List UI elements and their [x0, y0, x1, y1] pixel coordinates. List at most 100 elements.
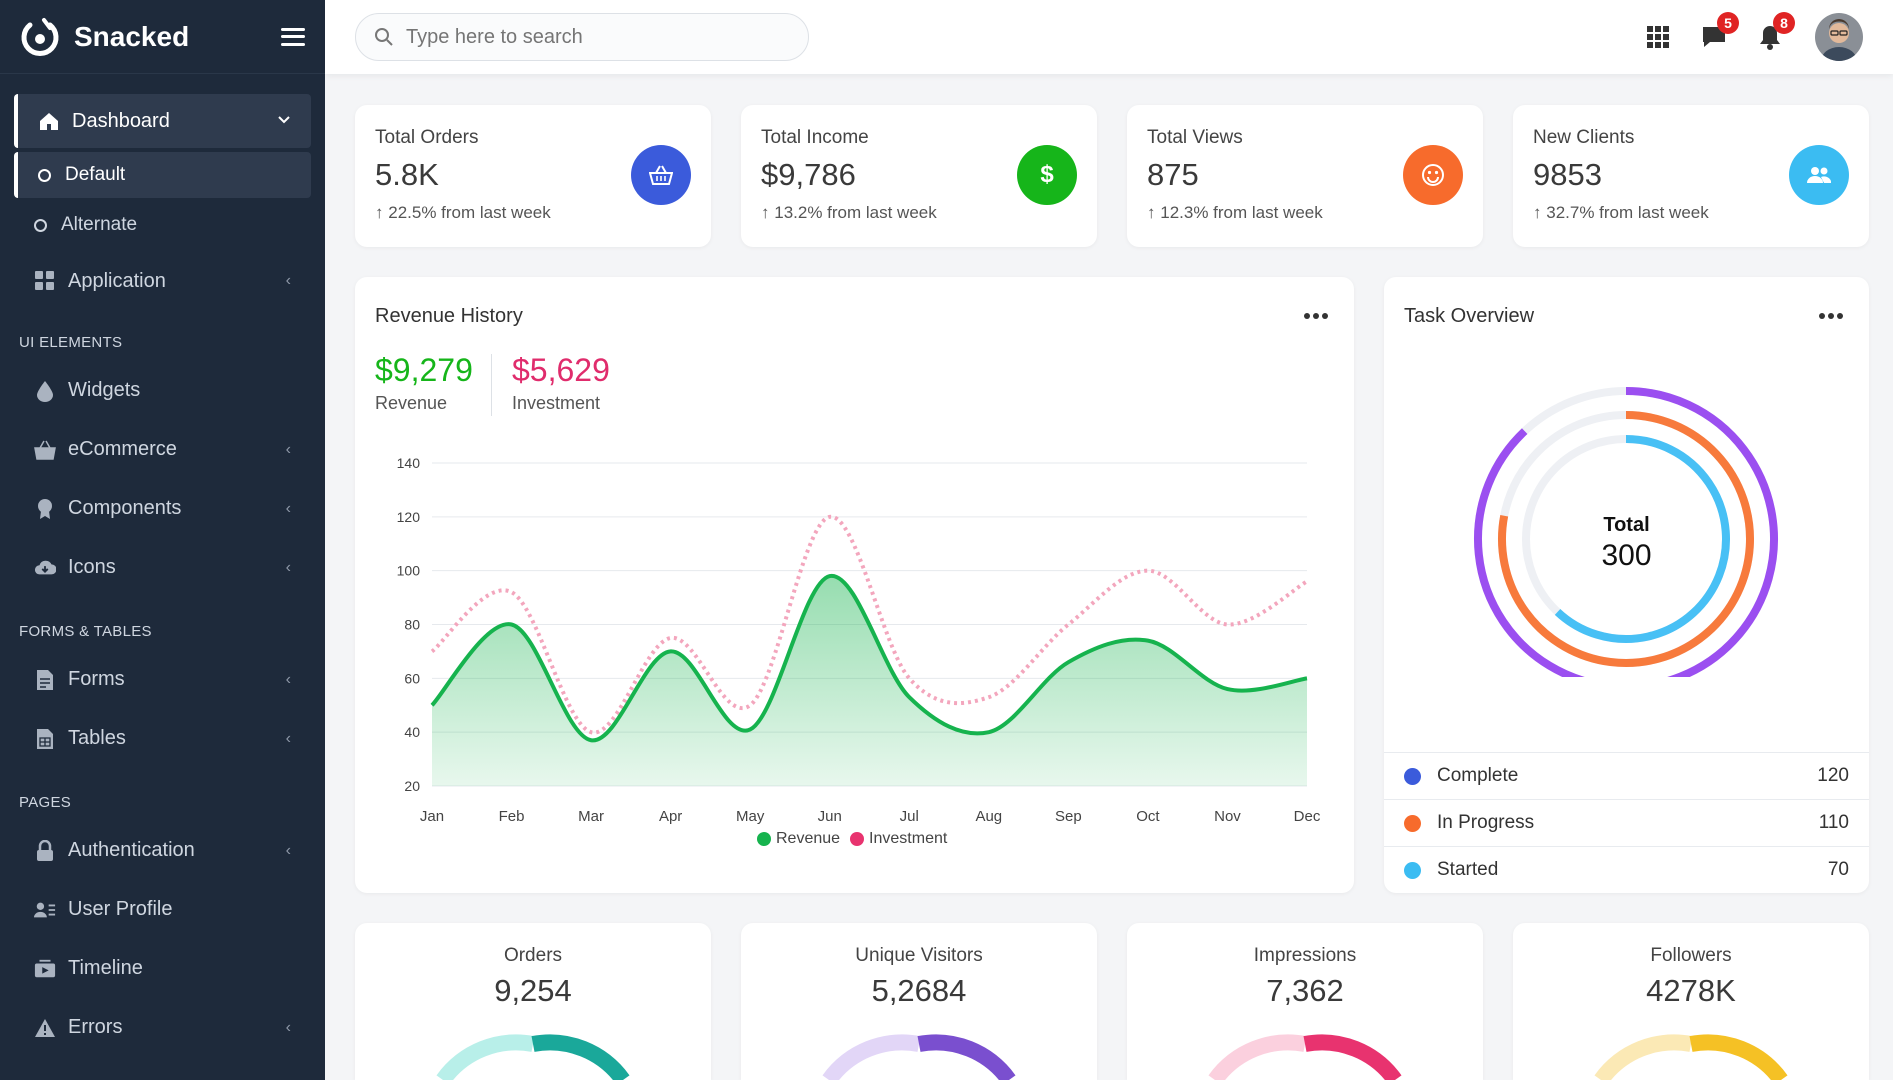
snacked-logo-icon[interactable]: [20, 17, 60, 57]
mini-card-unique-visitors: Unique Visitors 5,2684: [741, 923, 1097, 1080]
brand-name: Snacked: [74, 20, 190, 52]
search-box[interactable]: [355, 13, 809, 61]
card-title: Revenue History: [375, 305, 523, 327]
mini-gauge: [822, 1034, 1016, 1080]
more-options-icon[interactable]: [1816, 313, 1843, 319]
stat-trend: ↑ 12.3% from last week: [1147, 203, 1323, 222]
stat-label: New Clients: [1533, 127, 1635, 148]
mini-card-impressions: Impressions 7,362: [1127, 923, 1483, 1080]
chart-legend: Revenue Investment: [757, 830, 947, 848]
sidebar-item-label: Errors: [68, 1016, 123, 1038]
sidebar-item-forms[interactable]: Forms ‹: [14, 650, 311, 709]
task-value: 110: [1818, 812, 1849, 833]
stat-value: $9,786: [761, 157, 856, 192]
basket-icon: [34, 439, 56, 461]
menu-toggle-icon[interactable]: [281, 27, 305, 46]
sidebar-item-ecommerce[interactable]: eCommerce ‹: [14, 420, 311, 479]
x-tick-label: Apr: [659, 808, 682, 825]
mini-title: Unique Visitors: [855, 945, 983, 966]
stat-value: 9853: [1533, 157, 1602, 192]
circle-icon: [38, 168, 51, 182]
user-list-icon: [34, 899, 56, 921]
messages-badge: 5: [1717, 12, 1739, 34]
chevron-left-icon: ‹: [285, 729, 291, 747]
y-tick-label: 60: [404, 670, 420, 686]
search-icon: [375, 28, 393, 46]
sidebar-item-label: Widgets: [68, 379, 141, 401]
investment-value: $5,629: [512, 352, 610, 388]
legend-investment[interactable]: Investment: [869, 830, 948, 847]
warning-icon: [34, 1017, 56, 1039]
sidebar-item-errors[interactable]: Errors ‹: [14, 998, 311, 1057]
x-tick-label: Aug: [975, 808, 1002, 825]
task-radial-chart: [1474, 387, 1778, 677]
sidebar-item-components[interactable]: Components ‹: [14, 479, 311, 538]
legend-revenue[interactable]: Revenue: [776, 830, 841, 847]
sidebar-subitem-default[interactable]: Default: [14, 152, 311, 198]
x-tick-label: Dec: [1294, 808, 1321, 825]
y-tick-label: 80: [404, 617, 420, 633]
apps-grid-icon[interactable]: [1643, 22, 1673, 52]
more-options-icon[interactable]: [1301, 313, 1328, 319]
task-label: Complete: [1437, 765, 1519, 786]
chevron-left-icon: ‹: [285, 558, 291, 576]
avatar[interactable]: [1815, 13, 1863, 61]
stat-trend: ↑ 13.2% from last week: [761, 203, 937, 222]
sidebar-item-label: Application: [68, 269, 166, 292]
messages-button[interactable]: 5: [1699, 12, 1739, 52]
sidebar-item-user-profile[interactable]: User Profile: [14, 880, 311, 939]
revenue-history-card: Revenue History $9,279 Revenue $5,629 In…: [355, 277, 1354, 893]
chevron-left-icon: ‹: [285, 1018, 291, 1036]
task-row-complete[interactable]: Complete 120: [1384, 752, 1869, 799]
sidebar-item-authentication[interactable]: Authentication ‹: [14, 821, 311, 880]
sidebar-subitem-alternate[interactable]: Alternate: [14, 202, 311, 248]
x-tick-label: Jul: [900, 808, 919, 825]
sidebar-item-timeline[interactable]: Timeline: [14, 939, 311, 998]
task-row-in-progress[interactable]: In Progress 110: [1384, 799, 1869, 846]
mini-card-orders: Orders 9,254: [355, 923, 711, 1080]
table-icon: [34, 728, 56, 750]
grid-icon: [34, 270, 56, 292]
notifications-badge: 8: [1773, 12, 1795, 34]
revenue-summary: $9,279 Revenue: [375, 352, 473, 414]
brand: Snacked: [0, 0, 325, 74]
video-icon: [34, 958, 56, 980]
mini-value: 9,254: [494, 973, 572, 1008]
ring-arc-1: [1498, 411, 1754, 667]
topbar: 5 8: [325, 0, 1893, 74]
lock-icon: [34, 839, 56, 862]
y-tick-label: 40: [404, 724, 420, 740]
sidebar-item-application[interactable]: Application ‹: [14, 254, 311, 308]
chevron-left-icon: ‹: [285, 499, 291, 517]
x-tick-label: Sep: [1055, 808, 1082, 825]
sidebar-item-label: Timeline: [68, 957, 143, 979]
card-title: Task Overview: [1404, 305, 1535, 327]
nav-section-pages: PAGES: [19, 794, 72, 811]
sidebar-item-dashboard[interactable]: Dashboard: [14, 94, 311, 148]
y-tick-label: 20: [404, 778, 420, 794]
stat-label: Total Views: [1147, 127, 1243, 148]
mini-card-followers: Followers 4278K: [1513, 923, 1869, 1080]
task-legend-list: Complete 120 In Progress 110 Started 70: [1384, 752, 1869, 893]
x-tick-label: Mar: [578, 808, 604, 825]
chevron-left-icon: ‹: [285, 272, 291, 289]
y-tick-label: 140: [397, 455, 421, 471]
sidebar-item-tables[interactable]: Tables ‹: [14, 709, 311, 768]
cloud-download-icon: [34, 557, 56, 579]
chevron-left-icon: ‹: [285, 670, 291, 688]
task-overview-card: Task Overview Total 300 Complete 120 In …: [1384, 277, 1869, 893]
task-total-value: 300: [1601, 539, 1652, 572]
notifications-button[interactable]: 8: [1755, 12, 1795, 52]
sidebar-item-widgets[interactable]: Widgets: [14, 361, 311, 420]
sidebar-item-label: Authentication: [68, 839, 195, 861]
task-row-started[interactable]: Started 70: [1384, 846, 1869, 893]
x-tick-label: Jun: [818, 808, 842, 825]
task-label: In Progress: [1437, 812, 1535, 833]
circle-icon: [34, 218, 47, 232]
mini-value: 7,362: [1266, 973, 1344, 1008]
sidebar-item-icons[interactable]: Icons ‹: [14, 538, 311, 597]
stat-value: 5.8K: [375, 157, 439, 192]
mini-title: Impressions: [1253, 945, 1357, 966]
chat-icon: [1703, 27, 1725, 47]
search-input[interactable]: [406, 25, 786, 49]
